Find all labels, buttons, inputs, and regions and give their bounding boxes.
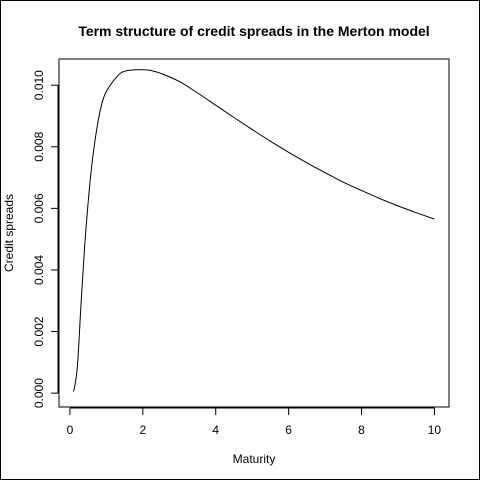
y-tick-label: 0.002 <box>32 316 46 346</box>
x-tick-label: 10 <box>428 423 442 437</box>
x-axis-label: Maturity <box>233 452 276 466</box>
series-layer <box>73 69 435 392</box>
y-tick-label: 0.008 <box>32 131 46 161</box>
y-tick-label: 0.010 <box>32 70 46 100</box>
y-axis: 0.000 0.002 0.004 0.006 0.008 0.010 <box>32 70 59 408</box>
y-tick-label: 0.006 <box>32 193 46 223</box>
x-tick-label: 4 <box>212 423 219 437</box>
x-tick-label: 6 <box>285 423 292 437</box>
plot-area-border <box>58 58 450 408</box>
x-axis: 0 2 4 6 8 10 <box>67 407 442 437</box>
y-tick-label: 0.004 <box>32 255 46 285</box>
x-tick-label: 0 <box>67 423 74 437</box>
y-tick-label: 0.000 <box>32 378 46 408</box>
x-tick-label: 8 <box>358 423 365 437</box>
series-line <box>73 69 435 392</box>
y-axis-label: Credit spreads <box>2 194 16 272</box>
chart-title: Term structure of credit spreads in the … <box>78 23 429 39</box>
x-tick-label: 2 <box>139 423 146 437</box>
